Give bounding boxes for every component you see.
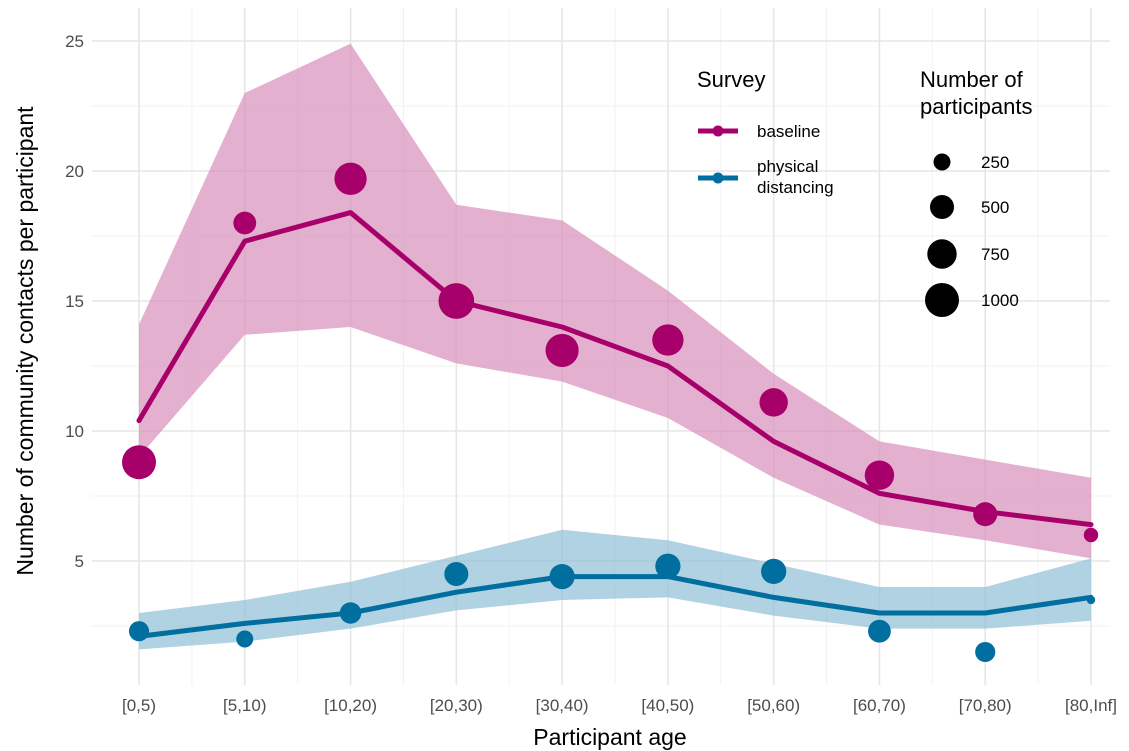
legend-size-keys: 250 500 750 1000 [925,153,1019,317]
distancing-point [1086,595,1096,605]
legend-distancing-label: physical distancing [757,157,834,197]
y-tick-labels: 5 10 15 20 25 [65,32,84,571]
legend-participants: Number of participants 250 500 750 1000 [920,67,1033,317]
legend-size-title-line1: Number of [920,67,1024,92]
baseline-fit-line [136,210,1094,528]
legend-survey-title: Survey [697,67,765,92]
x-axis-title: Participant age [533,724,686,750]
distancing-point [128,621,150,642]
baseline-point [438,283,475,319]
x-tick-label: [50,60) [747,696,800,715]
x-tick-label: [80,Inf] [1065,696,1117,715]
distancing-point [236,630,254,648]
legend-size-key-label: 250 [981,153,1009,172]
baseline-point [233,211,257,235]
fitted-lines [136,210,1094,639]
x-tick-label: [60,70) [853,696,906,715]
distancing-point [339,602,362,624]
x-tick-labels: [0,5) [5,10) [10,20) [20,30) [30,40) [40,50) [… [122,696,1117,715]
legend-size-key-point [927,239,957,269]
baseline-point [545,333,579,367]
legend-size-key-point [933,153,951,171]
baseline-point [973,502,998,527]
y-tick-label: 20 [65,162,84,181]
legend-baseline-label: baseline [757,122,820,141]
y-tick-label: 5 [75,552,84,571]
x-tick-label: [70,80) [959,696,1012,715]
baseline-ribbon [139,43,1091,559]
x-tick-label: [20,30) [430,696,483,715]
y-tick-label: 10 [65,422,84,441]
distancing-point [761,558,787,585]
legend-distancing-label-line2: distancing [757,178,834,197]
baseline-point [864,460,895,490]
legend-baseline-key-point [712,125,724,137]
baseline-point [334,162,367,195]
legend-size-key-label: 1000 [981,291,1019,310]
baseline-point [122,445,156,480]
legend-size-key-point [929,194,955,220]
legend-size-key-point [925,283,959,317]
baseline-point [1083,527,1099,543]
confidence-ribbons [139,43,1091,650]
x-tick-label: [30,40) [536,696,589,715]
legend-size-title-line2: participants [920,94,1033,119]
x-tick-label: [40,50) [641,696,694,715]
legend-size-key-label: 500 [981,198,1009,217]
x-tick-label: [0,5) [122,696,156,715]
distancing-point [655,553,681,579]
distancing-ribbon [139,529,1091,650]
x-tick-label: [10,20) [324,696,377,715]
legend-survey: Survey baseline physical distancing [697,67,834,197]
y-tick-label: 25 [65,32,84,51]
distancing-fit-line [136,574,1094,639]
distancing-point [444,561,469,587]
baseline-point [759,388,788,417]
x-tick-label: [5,10) [223,696,266,715]
observed-points [122,162,1099,663]
legend-distancing-label-line1: physical [757,157,818,176]
baseline-point [652,324,684,356]
distancing-point [975,641,996,663]
y-axis-title: Number of community contacts per partici… [12,106,38,576]
legend-distancing-key-point [712,172,724,184]
legend-size-key-label: 750 [981,245,1009,264]
distancing-point [868,619,891,643]
y-tick-label: 15 [65,292,84,311]
distancing-point [549,563,575,590]
